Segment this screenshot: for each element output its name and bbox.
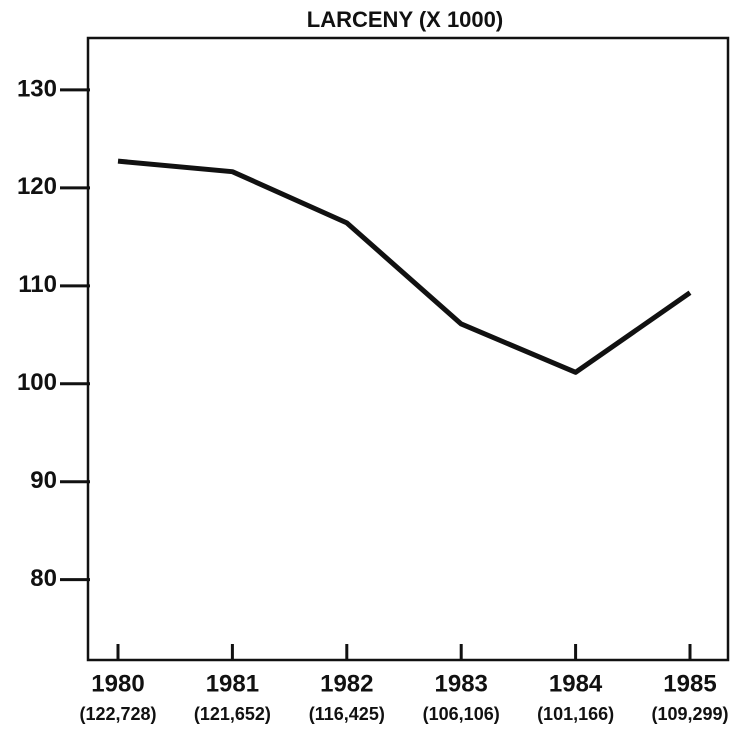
y-tick-label: 90 [30, 467, 57, 494]
x-tick-label: 1982 [320, 670, 373, 697]
y-tick-label: 130 [17, 75, 57, 102]
y-tick-label: 110 [18, 271, 57, 298]
y-tick-label: 80 [30, 565, 57, 592]
value-label: (122,728) [79, 704, 156, 724]
x-tick-label: 1985 [663, 670, 716, 697]
plot-frame [86, 36, 730, 662]
x-tick-label: 1984 [549, 670, 603, 697]
value-label: (106,106) [423, 704, 500, 724]
chart-title: LARCENY (X 1000) [307, 7, 503, 32]
value-label: (116,425) [309, 704, 385, 724]
value-label: (101,166) [537, 704, 614, 724]
y-tick-label: 120 [17, 173, 57, 200]
x-tick-label: 1983 [435, 670, 488, 697]
data-line [117, 158, 692, 375]
x-tick-label: 1981 [206, 670, 259, 697]
x-tick-label: 1980 [91, 670, 144, 697]
value-label: (121,652) [194, 704, 271, 724]
y-tick-label: 100 [17, 369, 57, 396]
value-label: (109,299) [651, 704, 728, 724]
